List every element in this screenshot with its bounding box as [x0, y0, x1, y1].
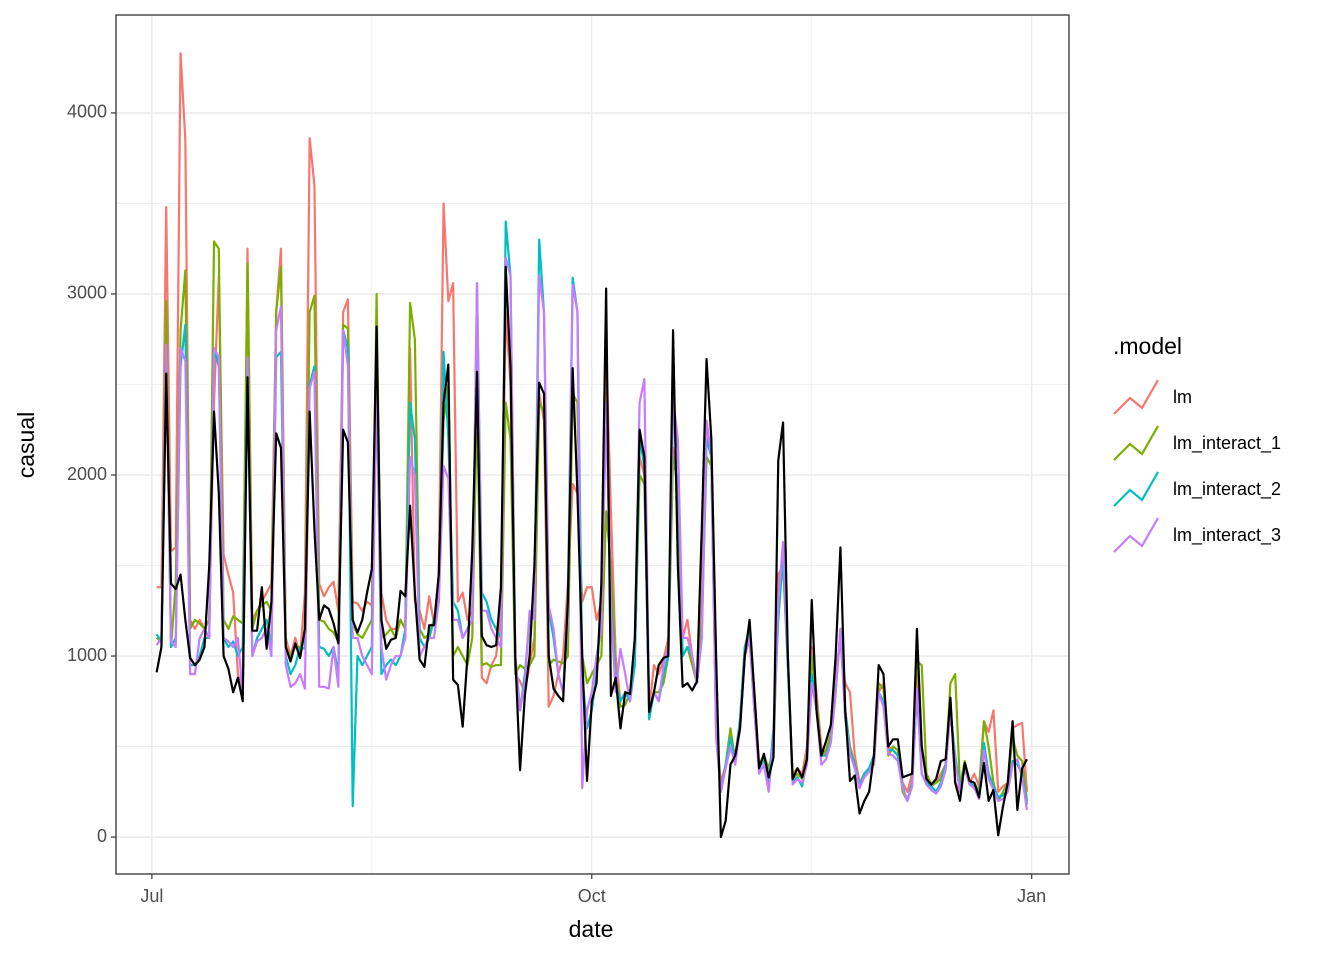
y-tick-label: 3000 [67, 283, 107, 303]
x-tick-label: Oct [578, 886, 606, 906]
legend-key [1113, 425, 1159, 461]
legend-key [1113, 517, 1159, 553]
y-tick-label: 4000 [67, 102, 107, 122]
y-tick-label: 2000 [67, 464, 107, 484]
legend-label: lm_interact_1 [1173, 433, 1281, 454]
legend-label: lm [1173, 387, 1192, 407]
x-axis-title: date [569, 916, 614, 942]
x-tick-label: Jul [140, 886, 163, 906]
y-tick-label: 0 [97, 826, 107, 846]
series-line [155, 265, 1028, 839]
y-axis-title: casual [13, 412, 39, 478]
y-tick-label: 1000 [67, 645, 107, 665]
legend-title: .model [1113, 333, 1182, 359]
legend-key [1113, 379, 1159, 415]
legend-label: lm_interact_3 [1173, 525, 1281, 546]
series-line [155, 256, 1029, 811]
x-tick-label: Jan [1017, 886, 1046, 906]
legend-label: lm_interact_2 [1173, 479, 1281, 500]
panel-border [115, 14, 1070, 875]
legend-key [1113, 471, 1159, 507]
